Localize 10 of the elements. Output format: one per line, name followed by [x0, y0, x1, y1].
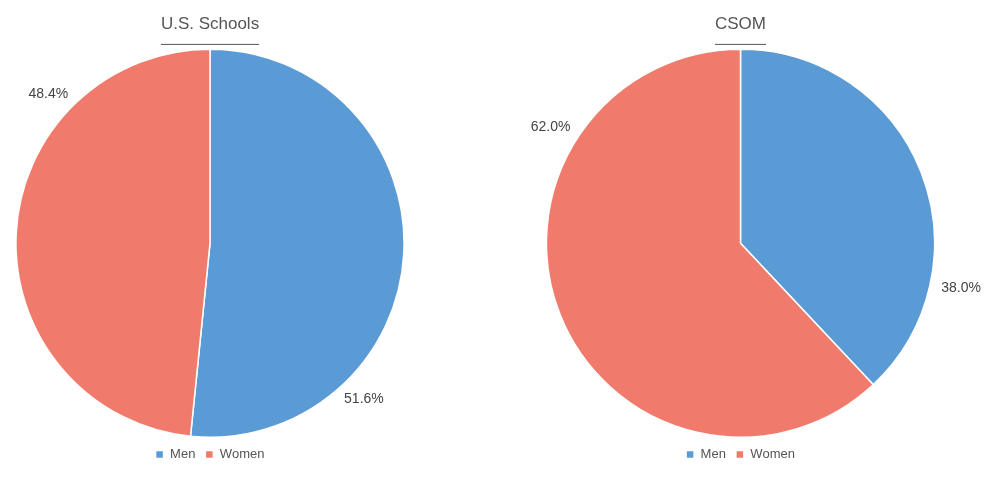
- legend-label: Women: [219, 446, 265, 462]
- chart-title: CSOM: [715, 13, 766, 33]
- data-label: 62.0%: [530, 118, 571, 135]
- data-label: 48.4%: [28, 85, 69, 101]
- chart-title: U.S. Schools: [160, 13, 260, 33]
- data-label: 38.0%: [941, 278, 981, 295]
- legend-label: Women: [750, 446, 795, 462]
- data-label: 51.6%: [344, 390, 384, 407]
- legend-label: Men: [700, 446, 726, 462]
- legend-label: Men: [170, 446, 196, 462]
